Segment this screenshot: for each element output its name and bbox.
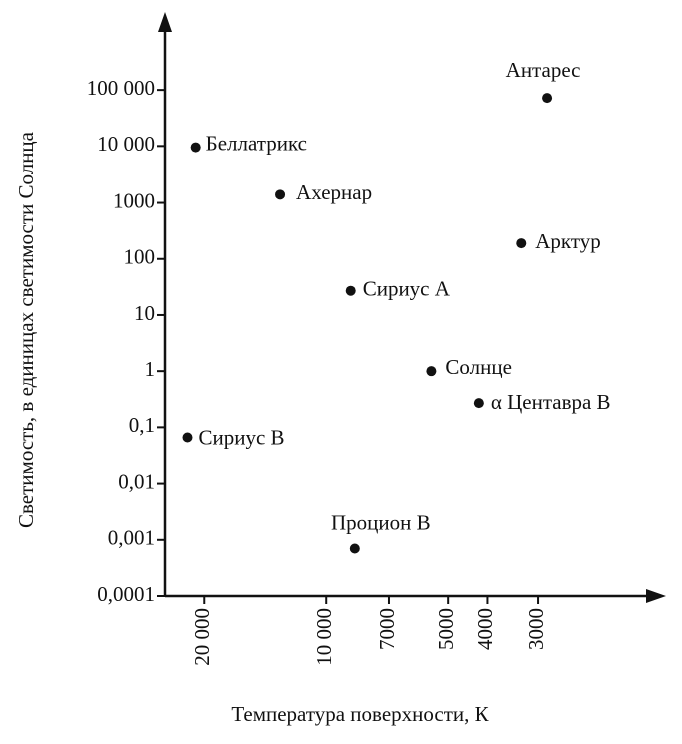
y-tick-label: 0,001 [108, 526, 155, 550]
y-tick-label: 100 000 [87, 76, 155, 100]
star-label: Арктур [535, 229, 601, 253]
y-tick-label: 0,01 [118, 469, 155, 493]
star-point [349, 543, 360, 554]
star-label: Антарес [506, 58, 581, 82]
x-axis-label: Температура поверхности, К [231, 702, 489, 726]
star-label: Солнце [445, 355, 512, 379]
star-point [275, 189, 286, 200]
star-label: Сириус А [363, 277, 451, 301]
star-point [473, 398, 484, 409]
star-label: Процион В [331, 510, 431, 534]
star-point [542, 93, 553, 104]
star-point [190, 142, 201, 153]
y-tick-label: 1 [145, 357, 156, 381]
star-point [516, 238, 527, 249]
x-tick-label: 20 000 [190, 608, 214, 666]
y-tick-label: 100 [124, 245, 156, 269]
y-tick-label: 0,0001 [97, 582, 155, 606]
x-tick-label: 4000 [473, 608, 497, 650]
y-tick-label: 0,1 [129, 413, 155, 437]
x-tick-label: 5000 [434, 608, 458, 650]
star-label: Беллатрикс [206, 131, 307, 155]
y-tick-label: 10 [134, 301, 155, 325]
star-label: Ахернар [296, 180, 372, 204]
x-axis-arrow [646, 589, 666, 603]
star-point [426, 366, 437, 377]
y-axis-label: Светимость, в единицах светимости Солнца [14, 131, 38, 528]
y-tick-label: 10 000 [97, 132, 155, 156]
star-point [345, 285, 356, 296]
x-tick-label: 3000 [524, 608, 548, 650]
star-point [182, 432, 193, 443]
x-tick-label: 7000 [375, 608, 399, 650]
x-tick-label: 10 000 [312, 608, 336, 666]
y-axis-arrow [158, 12, 172, 32]
star-label: Сириус В [198, 425, 284, 449]
star-label: α Центавра В [491, 390, 611, 414]
y-tick-label: 1000 [113, 188, 155, 212]
